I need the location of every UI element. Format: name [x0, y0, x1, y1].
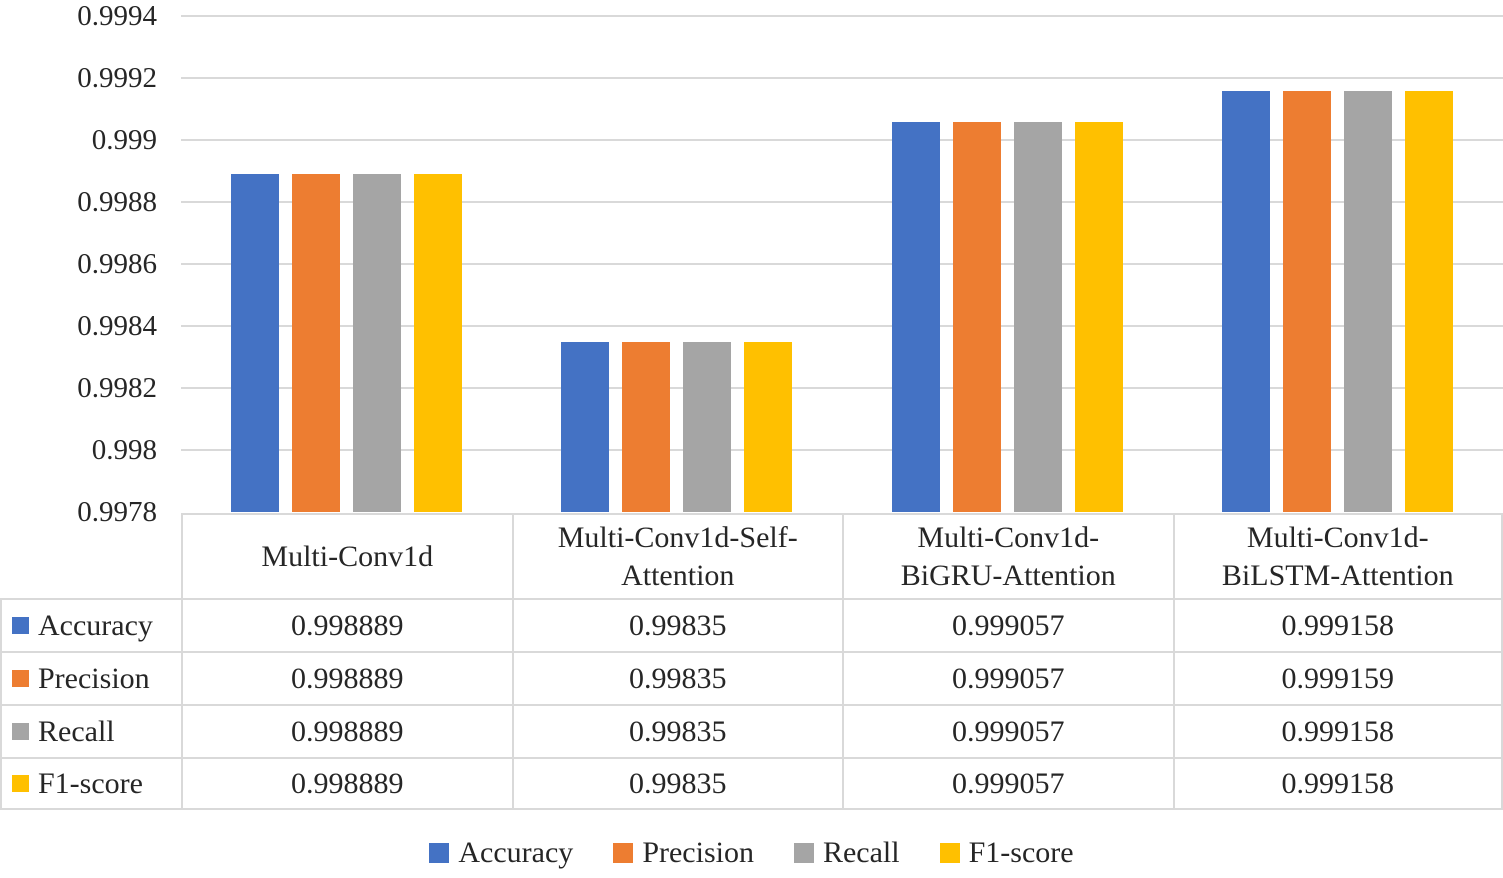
bar-f1-score-group3 — [1074, 122, 1123, 512]
gridline — [181, 449, 1503, 451]
y-axis-tick-label: 0.999 — [91, 124, 157, 156]
table-row-label-text: F1-score — [38, 766, 143, 800]
bar-precision-group4 — [1283, 90, 1332, 512]
accuracy-series-swatch — [12, 617, 29, 634]
table-column-header: Multi-Conv1d-BiLSTM-Attention — [1172, 513, 1503, 598]
bar-precision-group1 — [291, 174, 340, 512]
legend-item-recall: Recall — [793, 836, 900, 870]
table-cell: 0.99835 — [511, 757, 842, 810]
bar-f1-score-group1 — [413, 174, 462, 512]
table-row-label-text: Accuracy — [38, 608, 153, 642]
legend-label: Recall — [822, 836, 900, 869]
table-row-label-recall: Recall — [0, 704, 181, 757]
table-corner-cell — [0, 513, 181, 598]
bar-accuracy-group3 — [891, 122, 940, 512]
table-cell: 0.99835 — [511, 704, 842, 757]
gridline — [181, 139, 1503, 141]
y-axis-tick-label: 0.9988 — [77, 186, 157, 218]
bar-f1-score-group2 — [744, 341, 793, 512]
table-cell: 0.998889 — [181, 651, 512, 704]
bar-accuracy-group4 — [1222, 91, 1271, 512]
legend-item-precision: Precision — [613, 836, 754, 870]
bar-accuracy-group2 — [561, 341, 610, 512]
recall-series-swatch — [12, 723, 29, 740]
y-axis-tick-label: 0.998 — [91, 434, 157, 466]
bar-precision-group3 — [952, 122, 1001, 512]
table-row-label-accuracy: Accuracy — [0, 598, 181, 651]
bar-precision-group2 — [622, 341, 671, 512]
precision-legend-swatch — [613, 843, 634, 863]
y-axis-tick-label: 0.9994 — [77, 0, 157, 32]
y-axis-tick-label: 0.9982 — [77, 372, 157, 404]
table-cell: 0.99835 — [511, 598, 842, 651]
y-axis-tick-label: 0.9978 — [77, 496, 157, 528]
recall-legend-swatch — [793, 843, 814, 863]
accuracy-legend-swatch — [429, 843, 450, 863]
y-axis-tick-label: 0.9984 — [77, 310, 157, 342]
table-cell: 0.999158 — [1172, 704, 1503, 757]
gridline — [181, 387, 1503, 389]
table-cell: 0.999158 — [1172, 757, 1503, 810]
table-cell: 0.99835 — [511, 651, 842, 704]
table-row-label-text: Precision — [38, 661, 150, 695]
gridline — [181, 15, 1503, 17]
table-cell: 0.999057 — [842, 598, 1173, 651]
chart-legend: Accuracy Precision Recall F1-score — [0, 836, 1503, 870]
gridline — [181, 201, 1503, 203]
table-column-header: Multi-Conv1d-Self-Attention — [511, 513, 842, 598]
bar-accuracy-group1 — [230, 174, 279, 512]
legend-item-accuracy: Accuracy — [429, 836, 573, 870]
bar-recall-group4 — [1344, 91, 1393, 512]
table-cell: 0.999159 — [1172, 651, 1503, 704]
table-column-header: Multi-Conv1d-BiGRU-Attention — [842, 513, 1173, 598]
legend-label: Accuracy — [458, 836, 574, 869]
table-cell: 0.998889 — [181, 598, 512, 651]
legend-item-f1-score: F1-score — [939, 836, 1074, 870]
data-table: Multi-Conv1d Multi-Conv1d-Self-Attention… — [0, 513, 1503, 810]
bar-recall-group2 — [683, 341, 732, 512]
y-axis-tick-label: 0.9986 — [77, 248, 157, 280]
bar-f1-score-group4 — [1405, 91, 1454, 512]
f1-score-legend-swatch — [939, 843, 960, 863]
precision-series-swatch — [12, 670, 29, 687]
table-cell: 0.998889 — [181, 704, 512, 757]
table-cell: 0.999057 — [842, 704, 1173, 757]
gridline — [181, 77, 1503, 79]
gridline — [181, 263, 1503, 265]
table-row-label-precision: Precision — [0, 651, 181, 704]
f1-score-series-swatch — [12, 775, 29, 792]
bar-recall-group3 — [1013, 122, 1062, 512]
legend-label: F1-score — [968, 836, 1074, 869]
table-row-label-text: Recall — [38, 714, 115, 748]
table-column-header: Multi-Conv1d — [181, 513, 512, 598]
table-cell: 0.999057 — [842, 757, 1173, 810]
table-cell: 0.999158 — [1172, 598, 1503, 651]
table-cell: 0.998889 — [181, 757, 512, 810]
y-axis-tick-label: 0.9992 — [77, 62, 157, 94]
gridline — [181, 325, 1503, 327]
table-cell: 0.999057 — [842, 651, 1173, 704]
table-row-label-f1-score: F1-score — [0, 757, 181, 810]
legend-label: Precision — [642, 836, 754, 869]
bar-recall-group1 — [352, 174, 401, 512]
